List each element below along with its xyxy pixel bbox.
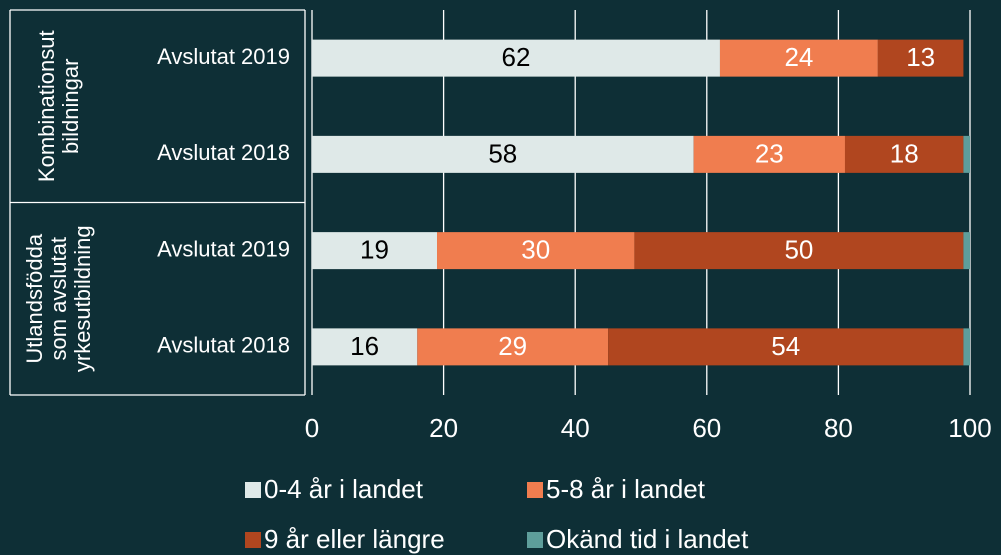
data-label: 50 xyxy=(784,235,813,265)
legend-label: 9 år eller längre xyxy=(264,524,445,554)
bar-segment xyxy=(844,135,964,173)
x-tick-label: 60 xyxy=(692,413,721,443)
bar-segment xyxy=(963,328,970,366)
bar-segment xyxy=(608,328,964,366)
x-tick-label: 20 xyxy=(429,413,458,443)
data-label: 62 xyxy=(502,42,531,72)
x-tick-label: 40 xyxy=(561,413,590,443)
data-label: 23 xyxy=(755,138,784,168)
data-label: 19 xyxy=(360,235,389,265)
legend-swatch xyxy=(527,532,543,548)
y-tick-label: Avslutat 2019 xyxy=(157,44,290,69)
data-label: 58 xyxy=(488,138,517,168)
legend-label: 5-8 år i landet xyxy=(546,474,706,504)
y-tick-label: Avslutat 2019 xyxy=(157,236,290,261)
legend-swatch xyxy=(527,482,543,498)
data-label: 54 xyxy=(771,331,800,361)
data-label: 16 xyxy=(350,331,379,361)
data-label: 24 xyxy=(784,42,813,72)
group-label: bildningar xyxy=(58,59,83,154)
bar-segment xyxy=(877,39,964,77)
bar-segment xyxy=(634,232,964,270)
bar-segment xyxy=(312,232,438,270)
y-tick-label: Avslutat 2018 xyxy=(157,333,290,358)
data-label: 18 xyxy=(890,138,919,168)
x-tick-label: 0 xyxy=(305,413,319,443)
legend-swatch xyxy=(245,482,261,498)
group-label: Kombinationsut xyxy=(34,30,59,182)
bar-segment xyxy=(719,39,878,77)
y-tick-label: Avslutat 2018 xyxy=(157,140,290,165)
bar-segment xyxy=(312,135,694,173)
bar-segment xyxy=(437,232,635,270)
group-label: som avslutat xyxy=(46,237,71,361)
data-label: 13 xyxy=(906,42,935,72)
bar-segment xyxy=(417,328,609,366)
legend-label: 0-4 år i landet xyxy=(264,474,424,504)
bar-segment xyxy=(312,328,418,366)
bar-segment xyxy=(963,135,970,173)
bar-segment xyxy=(963,232,970,270)
x-tick-label: 80 xyxy=(824,413,853,443)
group-label: yrkesutbildning xyxy=(70,225,95,372)
bar-segment xyxy=(693,135,845,173)
group-label: Utlandsfödda xyxy=(22,233,47,363)
data-label: 29 xyxy=(498,331,527,361)
bar-segment xyxy=(312,39,720,77)
legend-label: Okänd tid i landet xyxy=(546,524,749,554)
x-tick-label: 100 xyxy=(948,413,991,443)
data-label: 30 xyxy=(521,235,550,265)
legend-swatch xyxy=(245,532,261,548)
